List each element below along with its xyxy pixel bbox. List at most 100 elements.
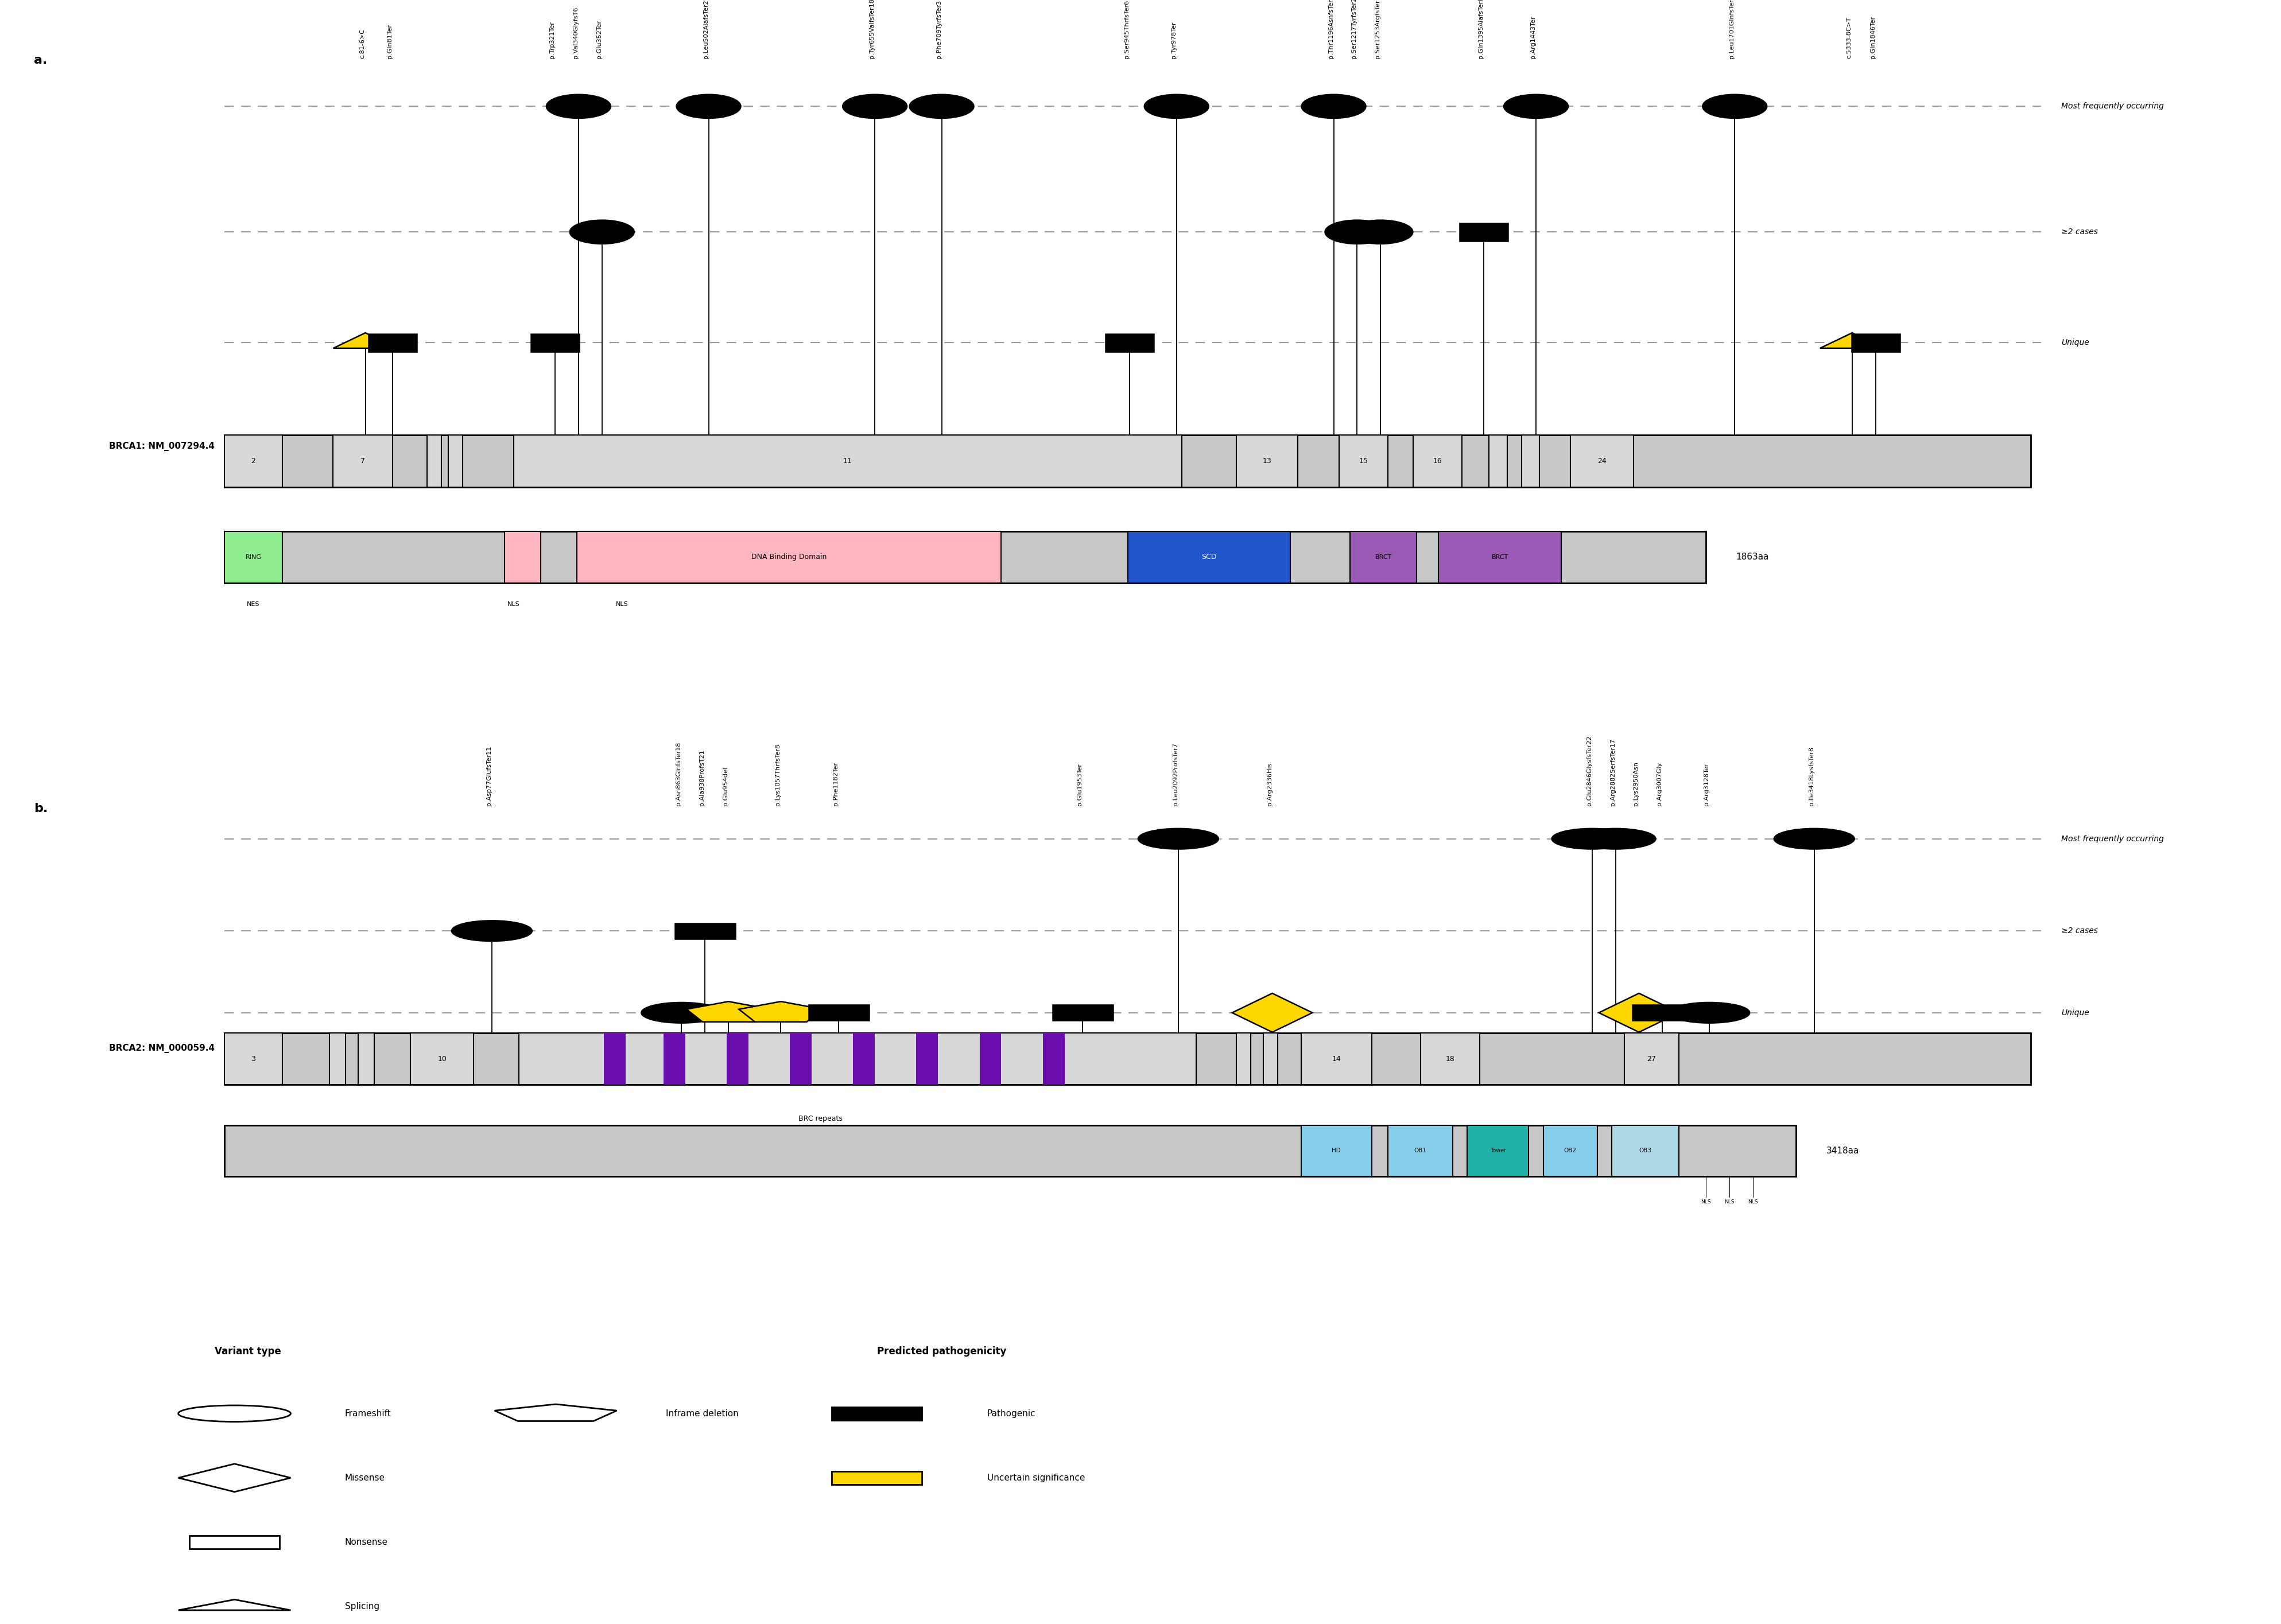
Text: p.Arg2882SerfsTer17: p.Arg2882SerfsTer17 [1610, 739, 1615, 806]
Polygon shape [1232, 994, 1312, 1033]
Circle shape [1503, 94, 1567, 119]
Text: p.Glu1953Ter: p.Glu1953Ter [1077, 763, 1083, 806]
Bar [513, 435, 1182, 487]
Text: Unique: Unique [2062, 1009, 2089, 1017]
Text: DNA Binding Domain: DNA Binding Domain [750, 554, 826, 560]
Text: Predicted pathogenicity: Predicted pathogenicity [876, 1346, 1006, 1356]
Text: p.Lys2950Asn: p.Lys2950Asn [1633, 762, 1640, 806]
Text: Splicing: Splicing [344, 1603, 379, 1611]
Bar [224, 1033, 2030, 1085]
Text: 3418aa: 3418aa [1827, 1147, 1859, 1155]
Bar [518, 1033, 1195, 1085]
Text: ≥2 cases: ≥2 cases [2062, 227, 2099, 235]
Bar [1624, 1033, 1679, 1085]
Text: OB3: OB3 [1640, 1148, 1651, 1153]
Circle shape [1302, 94, 1366, 119]
Bar [1236, 1033, 1250, 1085]
Text: NLS: NLS [616, 601, 627, 607]
Bar [224, 1125, 1795, 1176]
Bar [789, 1033, 812, 1085]
Text: RING: RING [246, 554, 262, 560]
Text: 24: 24 [1597, 458, 1606, 464]
Text: BRCA2: NM_000059.4: BRCA2: NM_000059.4 [109, 1044, 214, 1052]
Bar [224, 531, 1706, 583]
Text: Missense: Missense [344, 1473, 385, 1483]
Text: p.Leu1701GlnfsTer14: p.Leu1701GlnfsTer14 [1729, 0, 1736, 58]
Circle shape [1775, 828, 1854, 849]
Polygon shape [1820, 333, 1884, 348]
Text: 10: 10 [438, 1056, 447, 1062]
Text: BRCA1: NM_007294.4: BRCA1: NM_007294.4 [109, 442, 214, 451]
Text: c.81-6>C: c.81-6>C [360, 29, 365, 58]
Bar [224, 435, 283, 487]
Bar [1633, 1005, 1693, 1020]
Bar [1489, 435, 1508, 487]
Bar [1467, 1125, 1528, 1176]
Bar [1127, 531, 1291, 583]
Bar [675, 922, 734, 939]
Circle shape [1551, 828, 1633, 849]
Bar [807, 1005, 869, 1020]
Text: 7: 7 [360, 458, 365, 464]
Circle shape [1576, 828, 1656, 849]
Bar [1414, 435, 1462, 487]
Circle shape [641, 1002, 721, 1023]
Bar [449, 435, 463, 487]
Text: Most frequently occurring: Most frequently occurring [2062, 102, 2165, 110]
Text: 11: 11 [853, 1056, 862, 1062]
Text: p.Glu352Ter: p.Glu352Ter [595, 19, 602, 58]
Text: NLS: NLS [1702, 1200, 1711, 1205]
Text: b.: b. [34, 802, 48, 815]
Text: p.Asp77GlufsTer11: p.Asp77GlufsTer11 [486, 745, 493, 806]
Text: p.Gln81Ter: p.Gln81Ter [388, 24, 392, 58]
Text: p.Arg1443Ter: p.Arg1443Ter [1531, 16, 1535, 58]
Text: HD: HD [1332, 1148, 1341, 1153]
Text: p.Leu502AlafsTer2: p.Leu502AlafsTer2 [703, 0, 709, 58]
Text: NLS: NLS [506, 601, 520, 607]
Circle shape [547, 94, 611, 119]
Bar [411, 1033, 474, 1085]
Text: NES: NES [246, 601, 260, 607]
Text: NLS: NLS [1724, 1200, 1734, 1205]
Bar [427, 435, 440, 487]
Text: Uncertain significance: Uncertain significance [988, 1473, 1086, 1483]
Bar [189, 1536, 281, 1549]
Bar [1350, 531, 1417, 583]
Circle shape [570, 221, 634, 244]
Text: p.Phe1182Ter: p.Phe1182Ter [833, 762, 839, 806]
Bar [1460, 222, 1508, 240]
Bar [728, 1033, 748, 1085]
Text: p.Phe709TyrfsTer3: p.Phe709TyrfsTer3 [935, 0, 942, 58]
Bar [1300, 1033, 1371, 1085]
Text: Most frequently occurring: Most frequently occurring [2062, 835, 2165, 843]
Text: Pathogenic: Pathogenic [988, 1410, 1036, 1418]
Text: p.Gln1846Ter: p.Gln1846Ter [1870, 16, 1875, 58]
Text: p.Thr1196AsnfsTer23: p.Thr1196AsnfsTer23 [1328, 0, 1334, 58]
Text: a.: a. [34, 55, 48, 67]
Circle shape [1325, 221, 1389, 244]
Text: p.Glu954del: p.Glu954del [723, 767, 728, 806]
Text: 14: 14 [1332, 1056, 1341, 1062]
Text: p.Lys1057ThrfsTer8: p.Lys1057ThrfsTer8 [776, 744, 780, 806]
Bar [358, 1033, 374, 1085]
Polygon shape [1599, 994, 1679, 1033]
Bar [1569, 435, 1633, 487]
Bar [577, 531, 1001, 583]
Text: p.Arg3128Ter: p.Arg3128Ter [1704, 763, 1708, 806]
Text: p.Gln1395AlafsTer8: p.Gln1395AlafsTer8 [1478, 0, 1483, 58]
Circle shape [1145, 94, 1209, 119]
Bar [1439, 531, 1560, 583]
Bar [1421, 1033, 1480, 1085]
Bar [1300, 1125, 1371, 1176]
Bar [1852, 335, 1900, 352]
Bar [853, 1033, 876, 1085]
Text: BRCT: BRCT [1492, 554, 1508, 560]
Bar [1339, 435, 1387, 487]
Circle shape [1348, 221, 1412, 244]
Bar [917, 1033, 937, 1085]
Bar [531, 335, 579, 352]
Text: Nonsense: Nonsense [344, 1538, 388, 1546]
Polygon shape [687, 1002, 771, 1021]
Circle shape [1138, 828, 1218, 849]
Circle shape [910, 94, 974, 119]
